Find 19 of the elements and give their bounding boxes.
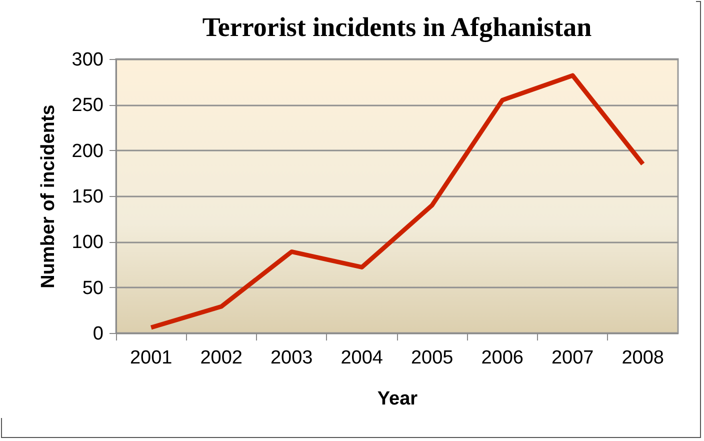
y-tick-label: 150 (72, 186, 104, 208)
y-tick-label: 300 (72, 50, 104, 70)
line-series (148, 73, 646, 330)
x-tick-label: 2003 (270, 348, 313, 368)
y-tick-label: 100 (72, 232, 104, 254)
chart-title: Terrorist incidents in Afghanistan (202, 12, 592, 42)
x-tick-label: 2002 (200, 348, 243, 368)
y-tick-label: 50 (82, 278, 104, 299)
x-axis-title: Year (377, 388, 418, 410)
x-tick-label: 2001 (130, 348, 172, 368)
y-tick-label: 250 (72, 95, 104, 116)
y-tick-label: 200 (72, 140, 104, 162)
x-tick-label: 2005 (410, 348, 454, 368)
x-tick-label: 2007 (551, 348, 594, 368)
y-tick-label: 0 (92, 324, 104, 344)
y-axis-title: Number of incidents (38, 104, 59, 288)
x-tick-label: 2008 (622, 348, 664, 368)
x-tick-label: 2006 (481, 348, 524, 368)
x-tick-label: 2004 (340, 348, 384, 368)
